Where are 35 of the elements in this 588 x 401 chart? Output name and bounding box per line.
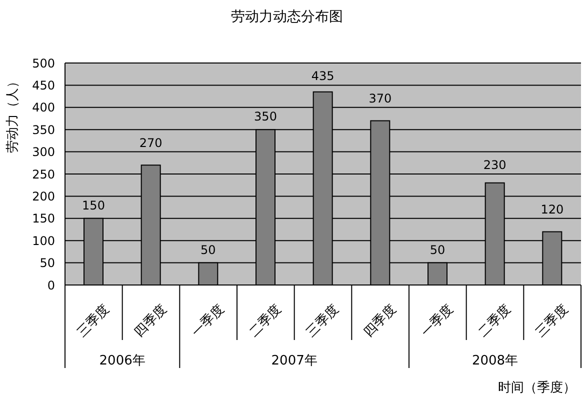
x-tick-label: 三季度 (74, 301, 113, 340)
x-axis-title: 时间（季度） (498, 380, 576, 396)
data-label: 270 (139, 136, 162, 150)
text: 2008年 (472, 354, 518, 368)
chart-title: 劳动力动态分布图 (231, 9, 343, 25)
data-label: 230 (483, 158, 506, 172)
x-tick-label: 四季度 (131, 301, 170, 340)
y-tick-label: 350 (32, 122, 55, 137)
data-label: 150 (82, 198, 105, 212)
data-label: 50 (200, 242, 216, 257)
y-axis-title: 劳动力（人） (6, 75, 20, 153)
x-tick-label: 三季度 (532, 301, 572, 340)
text: 2006年 (99, 354, 146, 368)
x-tick-label: 二季度 (246, 301, 285, 340)
y-tick-label: 150 (32, 212, 55, 226)
y-tick-label: 300 (32, 145, 55, 160)
data-label: 350 (254, 110, 277, 124)
text: 2007年 (271, 354, 318, 368)
y-tick-label: 0 (47, 278, 55, 292)
x-tick-label: 四季度 (360, 301, 400, 340)
y-tick-label: 500 (32, 56, 55, 70)
y-tick-label: 200 (32, 189, 55, 204)
data-label: 120 (540, 202, 564, 216)
y-tick-label: 100 (32, 234, 55, 248)
y-tick-label: 50 (40, 256, 55, 270)
x-tick-label: 一季度 (188, 301, 228, 340)
data-label: 50 (430, 242, 446, 257)
x-tick-label: 一季度 (418, 301, 457, 340)
y-tick-label: 400 (32, 100, 55, 115)
y-tick-label: 250 (32, 167, 55, 182)
data-label: 370 (368, 91, 392, 106)
y-tick-label: 450 (32, 78, 55, 92)
x-tick-label: 三季度 (303, 301, 342, 340)
x-tick-label: 二季度 (475, 301, 514, 340)
data-label: 435 (311, 69, 334, 84)
